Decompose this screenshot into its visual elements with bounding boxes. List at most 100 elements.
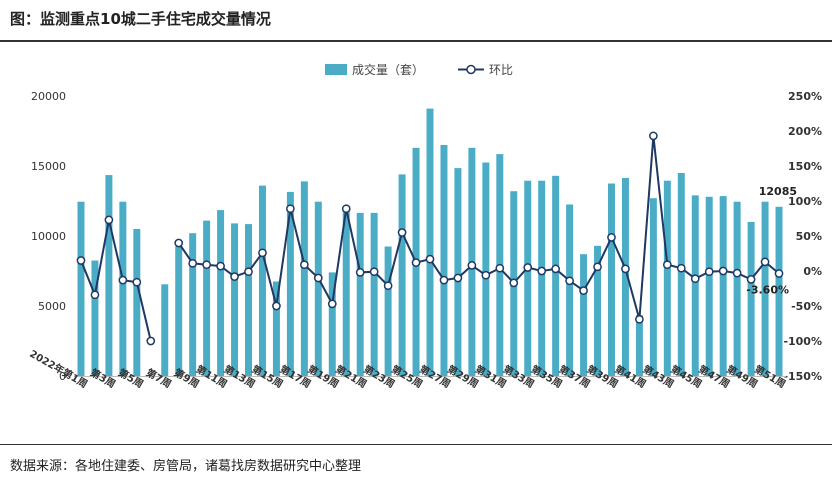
bar (203, 220, 211, 376)
page-title: 图：监测重点10城二手住宅成交量情况 (10, 10, 271, 28)
line-point (425, 254, 435, 264)
data-label-ratio: -3.60% (746, 284, 789, 297)
line-point (286, 204, 295, 214)
bar (440, 145, 448, 376)
line-point (676, 263, 686, 273)
bar (538, 180, 546, 376)
line-point (369, 267, 379, 277)
line-point (272, 301, 281, 311)
source-note: 数据来源：各地住建委、房管局，诸葛找房数据研究中心整理 (10, 459, 362, 474)
line-point (523, 263, 533, 272)
left-tick-label: 20000 (31, 90, 66, 103)
line-point (467, 261, 477, 270)
line-point (704, 267, 714, 277)
line-point (188, 258, 198, 268)
bar (482, 162, 490, 376)
bar (747, 222, 755, 376)
x-axis: 2022年第1周 第3周 第5周 第7周 第9周第11周第13周第15周第17周第19周… (27, 347, 788, 391)
bar (775, 206, 783, 376)
legend-swatch-bar (325, 64, 347, 75)
right-tick-label: 0% (803, 265, 822, 278)
line-point (760, 257, 770, 267)
left-tick-label: 10000 (31, 230, 66, 243)
bar (398, 174, 406, 376)
bar (300, 181, 308, 376)
line-point (90, 290, 100, 300)
line-series (76, 131, 784, 346)
x-tick-label: 第5周 (116, 366, 146, 391)
line-point (537, 266, 547, 276)
line-point (718, 266, 728, 276)
left-tick-label: 5000 (38, 300, 66, 313)
line-point (551, 264, 560, 274)
line-point (118, 275, 128, 285)
line-segment (177, 135, 780, 320)
chart: 成交量（套） 环比 0 5000 10000 15000 20000 -150% -100%… (27, 62, 822, 391)
bar (719, 196, 727, 376)
bar (119, 201, 127, 376)
bar (133, 229, 141, 376)
x-tick-label: 第7周 (144, 366, 174, 391)
bar (189, 233, 197, 376)
line-point (593, 262, 602, 272)
bar (77, 201, 85, 376)
bar (342, 210, 350, 376)
line-segment (80, 219, 152, 342)
bar (175, 246, 183, 376)
line-point (383, 281, 393, 291)
bar (621, 177, 629, 376)
bar (580, 254, 588, 376)
line-point (341, 204, 351, 214)
line-point (690, 274, 700, 284)
bar (566, 204, 574, 376)
right-tick-label: 100% (788, 195, 822, 208)
line-point (746, 275, 756, 284)
line-point (313, 273, 323, 283)
left-tick-label: 0 (59, 370, 66, 383)
bar (217, 210, 225, 376)
bar (272, 281, 280, 376)
line-point (132, 277, 142, 287)
title-rule (0, 40, 832, 42)
line-point (662, 260, 672, 270)
right-tick-label: -150% (783, 370, 822, 383)
bar (370, 212, 378, 376)
right-tick-label: -50% (791, 300, 822, 313)
line-point (649, 131, 658, 141)
bar (286, 191, 294, 376)
legend-label-line: 环比 (489, 63, 513, 77)
line-point (481, 270, 491, 280)
line-point (509, 278, 519, 288)
bar (384, 246, 392, 376)
line-point (300, 260, 309, 270)
x-tick-label: 第3周 (88, 366, 118, 391)
line-point (174, 238, 184, 248)
legend: 成交量（套） 环比 (325, 62, 513, 77)
line-point (565, 276, 574, 286)
line-point (579, 286, 588, 295)
bar (231, 223, 239, 376)
legend-label-bar: 成交量（套） (352, 62, 424, 77)
bar (328, 272, 336, 376)
line-point (327, 299, 337, 309)
line-point (635, 314, 644, 324)
line-point (230, 272, 239, 281)
line-point (453, 273, 463, 283)
bar (733, 201, 741, 376)
line-point (621, 264, 630, 274)
bar (91, 260, 99, 376)
bar (608, 183, 615, 376)
line-point (244, 267, 253, 277)
bar (105, 175, 113, 376)
legend-marker-line (466, 64, 476, 75)
bar (705, 196, 713, 376)
bar (356, 212, 364, 376)
bar (663, 180, 671, 376)
source-rule (0, 444, 832, 445)
bar (635, 315, 643, 376)
bar (677, 173, 685, 376)
line-point (202, 260, 211, 270)
line-point (732, 268, 742, 278)
right-axis: -150% -100% -50% 0% 50% 100% 150% 200% 250% (783, 90, 822, 383)
line-point (216, 261, 225, 271)
